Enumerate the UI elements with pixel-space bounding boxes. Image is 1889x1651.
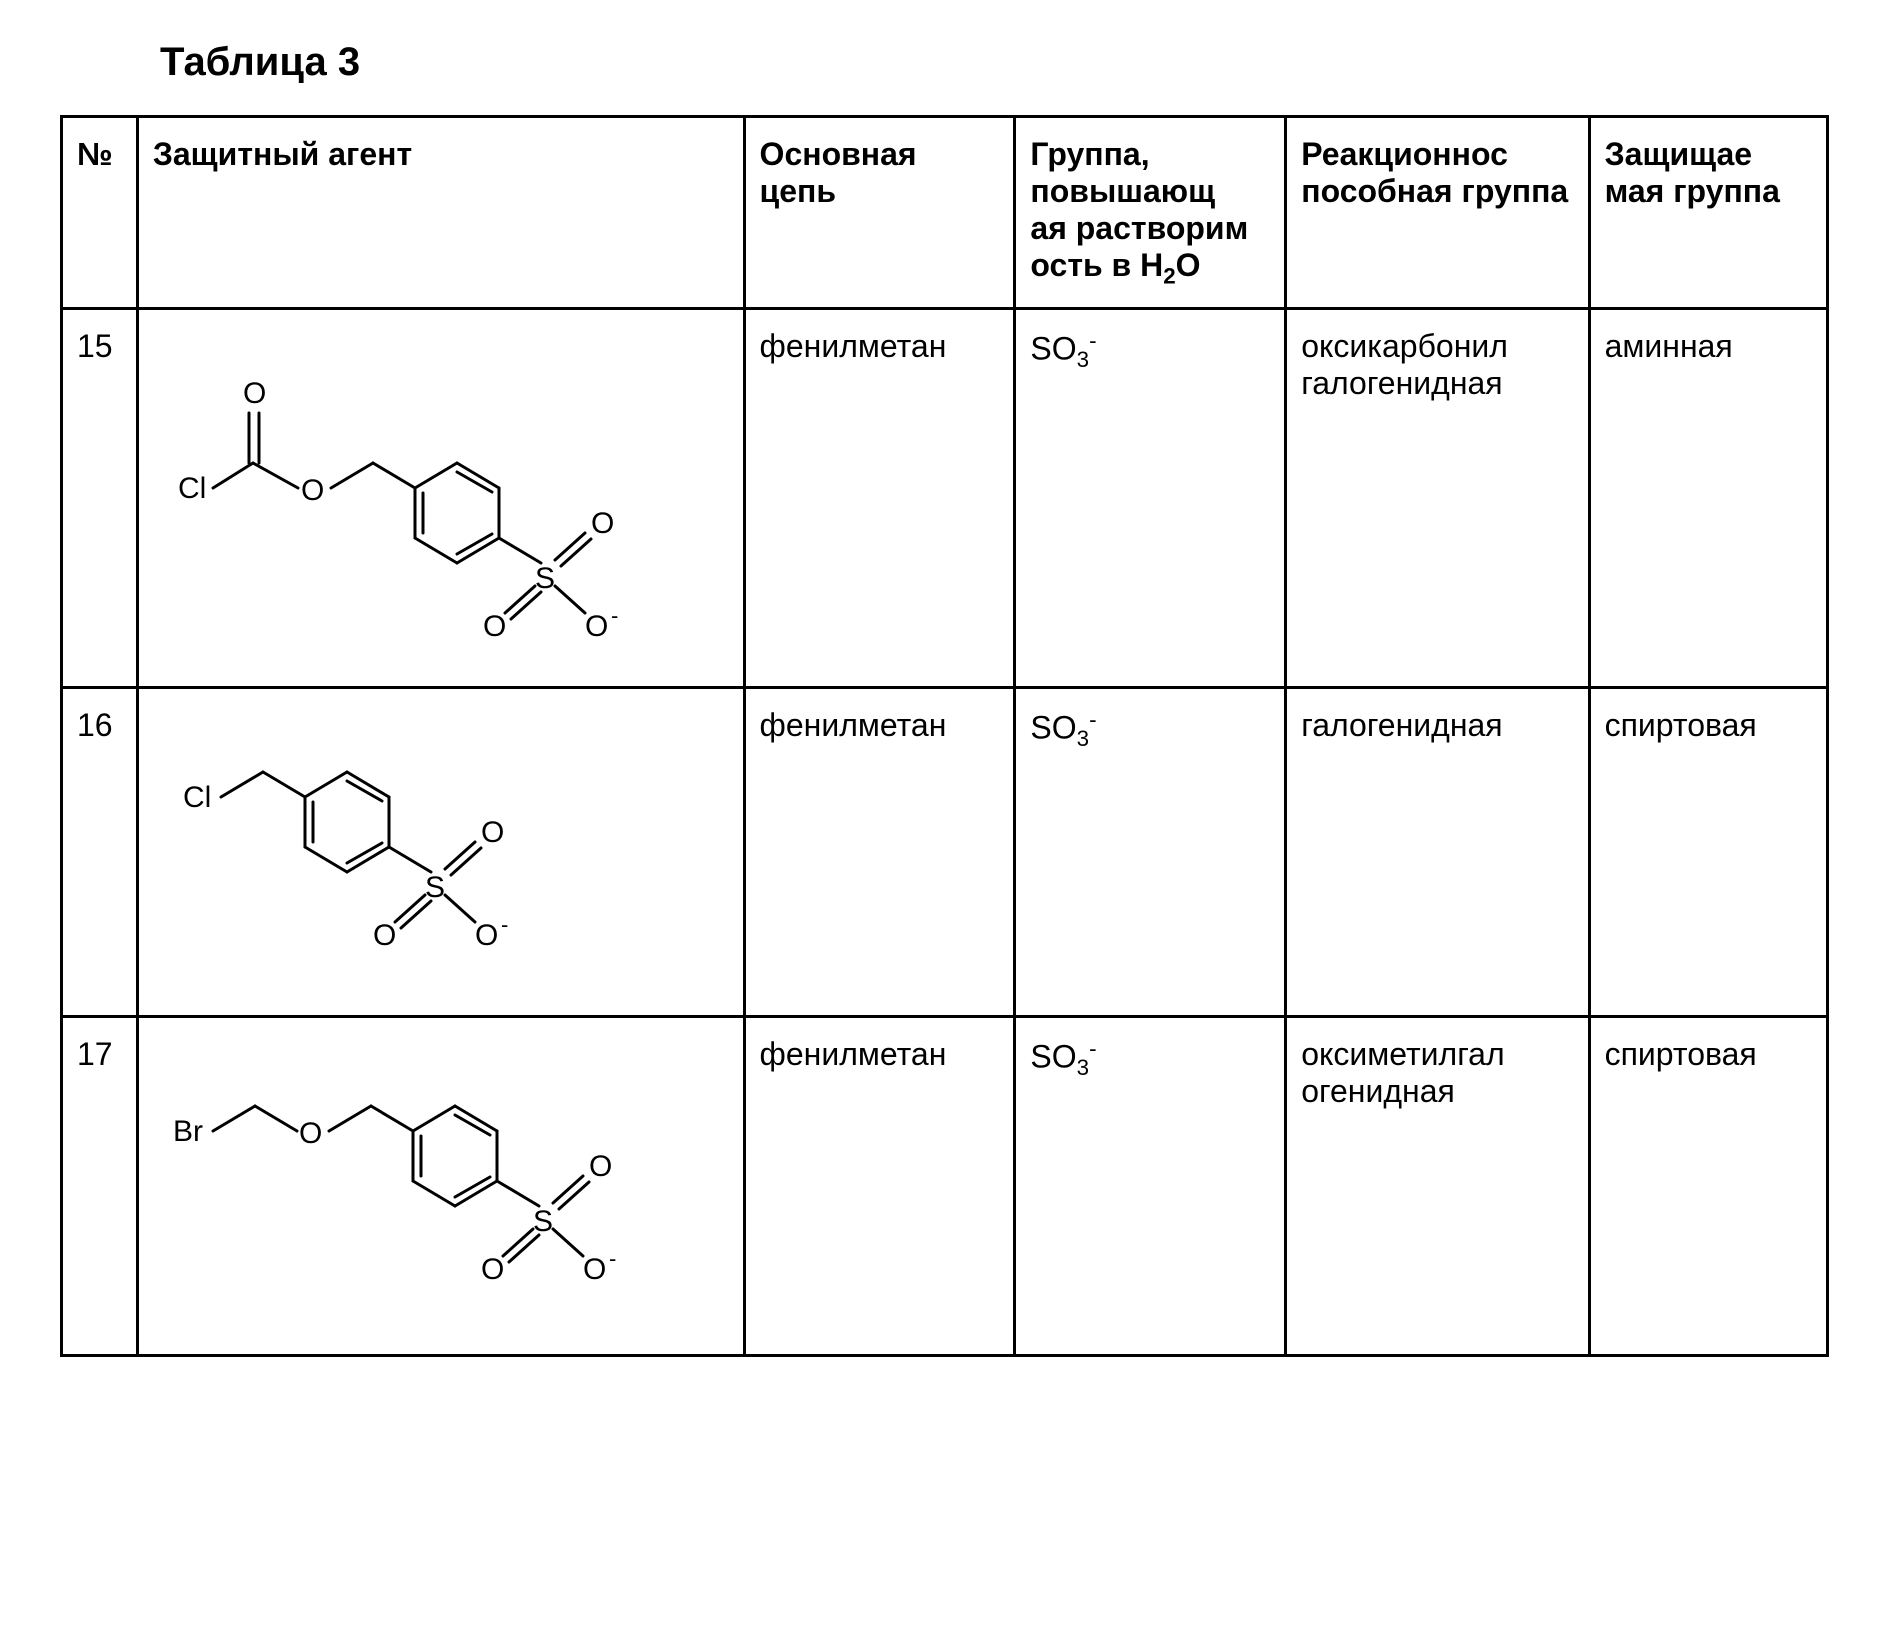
svg-text:O: O <box>475 919 498 952</box>
header-agent: Защитный агент <box>137 117 744 309</box>
svg-text:O: O <box>589 1150 612 1183</box>
chem-structure-icon: Cl O O <box>153 328 673 668</box>
main-chain-cell: фенилметан <box>744 309 1015 688</box>
header-react-group: Реакционноспособная группа <box>1286 117 1589 309</box>
svg-text:O: O <box>481 1253 504 1286</box>
header-num: № <box>62 117 138 309</box>
structure-cell: Br O <box>137 1017 744 1356</box>
header-prot-group: Защищаемая группа <box>1589 117 1827 309</box>
prot-group-cell: аминная <box>1589 309 1827 688</box>
sol-group-cell: SO3- <box>1015 309 1286 688</box>
svg-text:Cl: Cl <box>178 472 206 505</box>
svg-text:O: O <box>591 507 614 540</box>
header-sol-group: Группа, повышающая растворимость в H2O <box>1015 117 1286 309</box>
prot-group-cell: спиртовая <box>1589 688 1827 1017</box>
structure-cell: Cl O O <box>137 309 744 688</box>
svg-text:-: - <box>501 912 508 937</box>
sol-group-cell: SO3- <box>1015 1017 1286 1356</box>
svg-text:O: O <box>299 1117 322 1150</box>
prot-group-cell: спиртовая <box>1589 1017 1827 1356</box>
svg-text:O: O <box>301 474 324 507</box>
react-group-cell: оксикарбонил галогенидная <box>1286 309 1589 688</box>
main-chain-cell: фенилметан <box>744 1017 1015 1356</box>
structure-cell: Cl <box>137 688 744 1017</box>
header-row: № Защитный агент Основная цепь Группа, п… <box>62 117 1828 309</box>
chem-structure-icon: Cl <box>153 707 613 997</box>
svg-text:-: - <box>611 603 618 628</box>
header-main-chain: Основная цепь <box>744 117 1015 309</box>
react-group-cell: оксиметилгалогенидная <box>1286 1017 1589 1356</box>
chem-structure-icon: Br O <box>153 1036 693 1336</box>
svg-text:O: O <box>483 610 506 643</box>
table-row: 15 Cl O O <box>62 309 1828 688</box>
svg-text:Cl: Cl <box>183 781 211 814</box>
svg-text:O: O <box>481 816 504 849</box>
svg-text:O: O <box>373 919 396 952</box>
main-chain-cell: фенилметан <box>744 688 1015 1017</box>
svg-text:Br: Br <box>173 1115 203 1148</box>
react-group-cell: галогенидная <box>1286 688 1589 1017</box>
table-title: Таблица 3 <box>160 40 1829 85</box>
svg-text:S: S <box>535 562 555 595</box>
table-row: 16 Cl <box>62 688 1828 1017</box>
sol-group-cell: SO3- <box>1015 688 1286 1017</box>
page: Таблица 3 № Защитный агент Основная цепь… <box>0 0 1889 1417</box>
svg-text:-: - <box>609 1246 616 1271</box>
row-num: 15 <box>62 309 138 688</box>
row-num: 16 <box>62 688 138 1017</box>
row-num: 17 <box>62 1017 138 1356</box>
svg-text:S: S <box>425 871 445 904</box>
chem-table: № Защитный агент Основная цепь Группа, п… <box>60 115 1829 1357</box>
svg-text:O: O <box>243 377 266 410</box>
svg-text:S: S <box>533 1205 553 1238</box>
table-row: 17 Br O <box>62 1017 1828 1356</box>
svg-text:O: O <box>585 610 608 643</box>
svg-text:O: O <box>583 1253 606 1286</box>
